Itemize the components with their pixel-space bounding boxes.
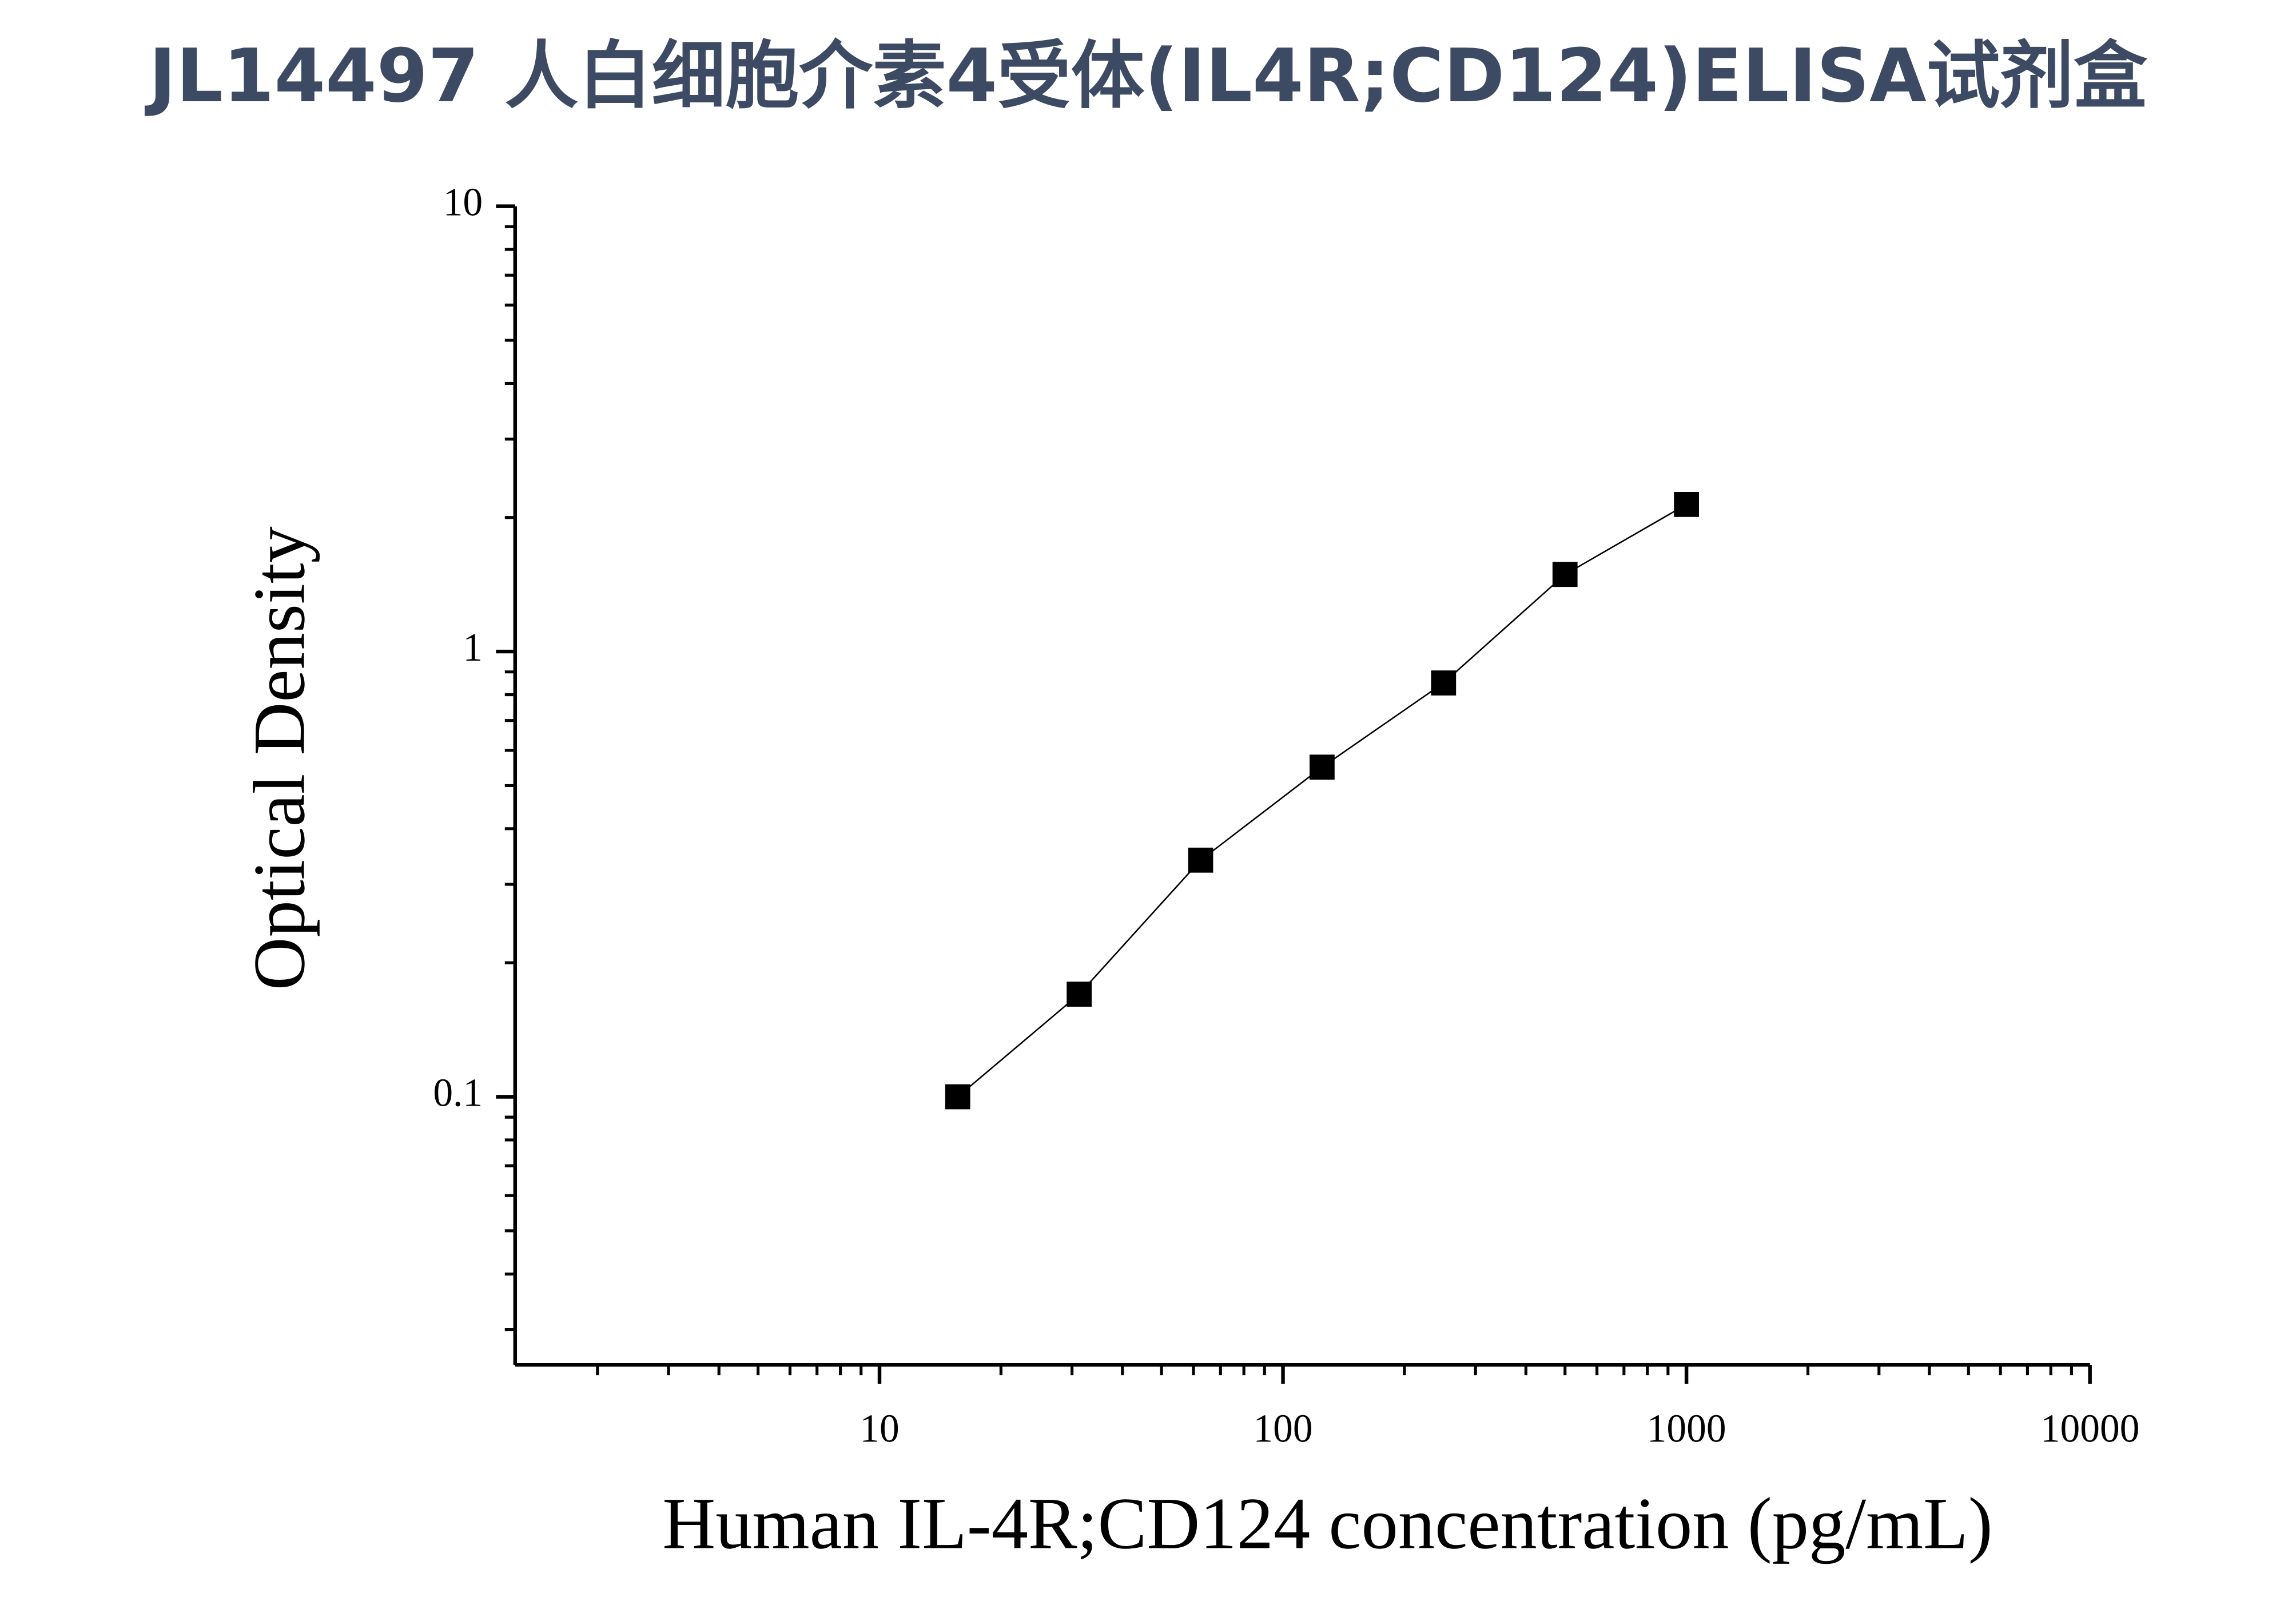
data-point bbox=[1674, 491, 1699, 517]
data-point bbox=[1310, 754, 1335, 780]
x-axis-label: Human IL-4R;CD124 concentration (pg/mL) bbox=[662, 1483, 1992, 1564]
data-point bbox=[1188, 847, 1213, 873]
data-point bbox=[945, 1084, 970, 1110]
y-axis-label: Optical Density bbox=[238, 526, 320, 990]
x-tick-label: 1000 bbox=[1647, 1407, 1726, 1451]
data-point bbox=[1552, 562, 1578, 587]
fit-curve bbox=[957, 503, 1687, 1098]
y-tick-label: 10 bbox=[443, 181, 483, 225]
chart-title: JL14497 人白细胞介素4受体(IL4R;CD124)ELISA试剂盒 bbox=[144, 34, 2148, 119]
data-point bbox=[1431, 670, 1457, 696]
x-tick-label: 100 bbox=[1253, 1407, 1312, 1451]
y-tick-label: 1 bbox=[463, 626, 483, 670]
x-tick-label: 10000 bbox=[2040, 1407, 2140, 1451]
x-tick-label: 10 bbox=[859, 1407, 899, 1451]
data-point bbox=[1067, 982, 1092, 1007]
y-tick-label: 0.1 bbox=[433, 1071, 483, 1115]
